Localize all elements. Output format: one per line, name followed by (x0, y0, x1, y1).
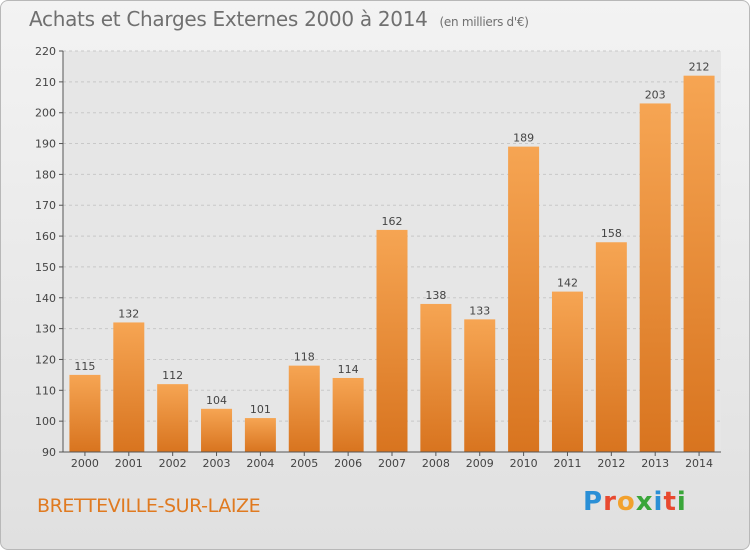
bar-2011 (551, 291, 583, 452)
value-label-2003: 104 (206, 394, 227, 407)
x-tick-label: 2005 (290, 457, 318, 470)
axes (62, 51, 721, 453)
value-label-2002: 112 (162, 369, 183, 382)
bar-2005 (288, 365, 320, 452)
x-tick-label: 2000 (71, 457, 99, 470)
bar-2010 (508, 146, 540, 452)
value-label-2005: 118 (294, 351, 315, 364)
logo-letter: i (676, 487, 687, 517)
y-axis-ticks: 90 100 110 120 130 140 150 160 170 180 190 200 210 22… (35, 45, 63, 459)
x-tick-label: 2009 (466, 457, 494, 470)
value-label-2000: 115 (74, 360, 95, 373)
x-tick-label: 2007 (378, 457, 406, 470)
bars (69, 75, 715, 452)
chart-title-text: Achats et Charges Externes 2000 à 2014 (29, 7, 428, 31)
value-label-2006: 114 (338, 363, 359, 376)
x-tick-label: 2001 (115, 457, 143, 470)
bar-2008 (420, 303, 452, 452)
bar-2009 (464, 319, 496, 452)
y-tick-label: 220 (35, 45, 56, 58)
bar-2001 (113, 322, 145, 452)
value-label-2008: 138 (425, 289, 446, 302)
value-label-2013: 203 (645, 88, 666, 101)
y-tick-label: 120 (35, 353, 56, 366)
x-tick-label: 2004 (246, 457, 274, 470)
bar-2006 (332, 377, 364, 452)
value-label-2004: 101 (250, 403, 271, 416)
value-label-2011: 142 (557, 277, 578, 290)
logo-letter: o (616, 487, 636, 517)
x-tick-label: 2010 (510, 457, 538, 470)
logo-letter: i (653, 487, 664, 517)
chart-title: Achats et Charges Externes 2000 à 2014 (e… (29, 7, 529, 31)
x-tick-label: 2003 (203, 457, 231, 470)
y-tick-label: 200 (35, 107, 56, 120)
x-tick-label: 2013 (641, 457, 669, 470)
y-tick-label: 160 (35, 230, 56, 243)
x-tick-label: 2006 (334, 457, 362, 470)
commune-name: BRETTEVILLE-SUR-LAIZE (37, 495, 261, 517)
logo-letter: t (663, 487, 677, 517)
x-axis-ticks: 2000 2001 2002 2003 2004 2005 2006 2007 2008 2009… (71, 452, 713, 470)
bar-2000 (69, 374, 101, 452)
bar-2012 (595, 242, 627, 452)
y-tick-label: 100 (35, 415, 56, 428)
value-label-2010: 189 (513, 132, 534, 145)
bar-2014 (683, 75, 715, 452)
y-tick-label: 140 (35, 292, 56, 305)
logo-letter: x (635, 487, 654, 517)
value-label-2014: 212 (689, 61, 710, 74)
value-label-2012: 158 (601, 227, 622, 240)
y-tick-label: 150 (35, 261, 56, 274)
bar-2007 (376, 229, 408, 452)
bar-2004 (244, 418, 276, 452)
x-tick-label: 2012 (597, 457, 625, 470)
y-tick-label: 130 (35, 323, 56, 336)
logo-letter: P (583, 487, 604, 517)
y-tick-label: 190 (35, 138, 56, 151)
x-tick-label: 2011 (553, 457, 581, 470)
y-tick-label: 90 (42, 446, 56, 459)
value-label-2001: 132 (118, 307, 139, 320)
x-tick-label: 2008 (422, 457, 450, 470)
bar-2003 (201, 408, 233, 452)
logo-letter: r (603, 487, 617, 517)
chart-unit: (en milliers d'€) (439, 15, 529, 29)
y-tick-label: 110 (35, 384, 56, 397)
value-label-2007: 162 (382, 215, 403, 228)
x-tick-label: 2014 (685, 457, 713, 470)
y-tick-label: 170 (35, 199, 56, 212)
y-tick-label: 180 (35, 168, 56, 181)
value-labels: 115 132 112 104 101 118 114 162 138 133 189 142 158 2… (74, 61, 709, 416)
bar-2002 (157, 384, 189, 452)
x-tick-label: 2002 (159, 457, 187, 470)
proxiti-logo: Proxiti (583, 487, 687, 517)
value-label-2009: 133 (469, 304, 490, 317)
bar-2013 (639, 103, 671, 452)
y-tick-label: 210 (35, 76, 56, 89)
